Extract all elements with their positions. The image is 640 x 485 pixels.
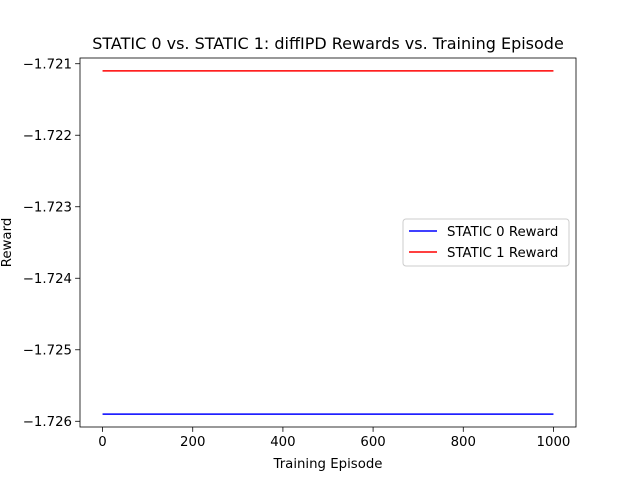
y-tick-label: −1.724 (23, 272, 72, 287)
y-tick-label: −1.723 (23, 201, 72, 216)
legend-box (402, 218, 570, 267)
x-axis: 0 200 400 600 800 1000 (98, 427, 570, 450)
legend: STATIC 0 Reward STATIC 1 Reward (402, 218, 570, 267)
plot-frame (79, 57, 577, 428)
legend-label-static-1: STATIC 1 Reward (447, 246, 558, 261)
y-tick-label: −1.725 (23, 344, 72, 359)
chart-title: STATIC 0 vs. STATIC 1: diffIPD Rewards v… (92, 34, 564, 53)
x-tick-label: 200 (180, 435, 205, 450)
x-axis-title: Training Episode (273, 457, 383, 472)
y-tick-label: −1.722 (23, 129, 72, 144)
x-tick-label: 800 (451, 435, 476, 450)
y-axis-title: Reward (0, 218, 15, 268)
y-tick-label: −1.726 (23, 415, 72, 430)
series-layer (102, 70, 554, 415)
x-tick-label: 1000 (537, 435, 571, 450)
y-tick-label: −1.721 (23, 58, 72, 73)
x-tick-label: 600 (360, 435, 385, 450)
y-axis: −1.721 −1.722 −1.723 −1.724 −1.725 −1.726 (23, 58, 80, 430)
x-tick-label: 0 (98, 435, 106, 450)
x-tick-label: 400 (270, 435, 295, 450)
legend-label-static-0: STATIC 0 Reward (447, 225, 558, 240)
